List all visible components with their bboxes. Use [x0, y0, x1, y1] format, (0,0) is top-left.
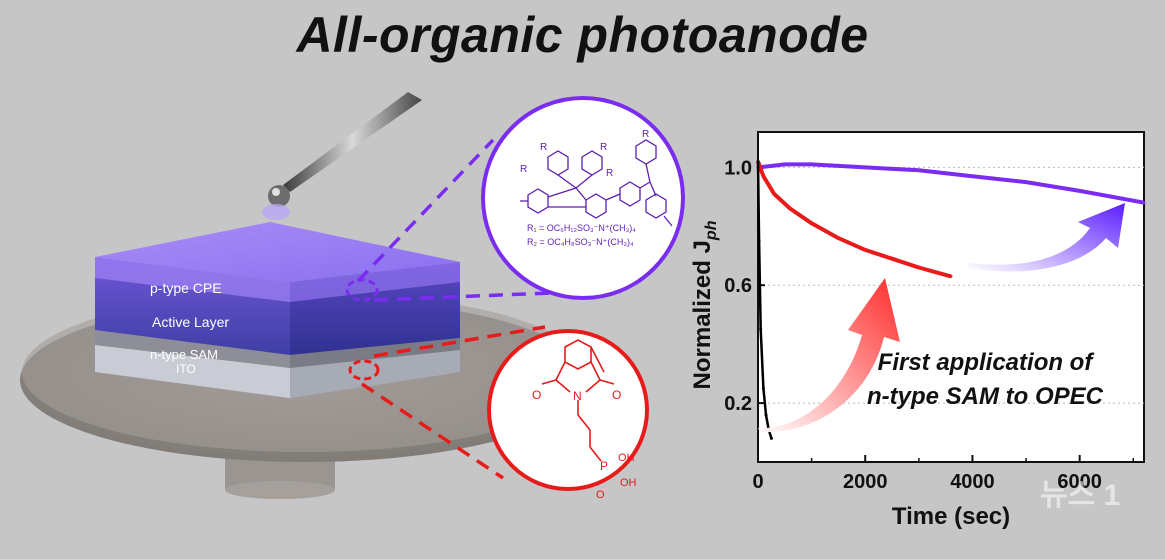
- series-point: [949, 274, 953, 278]
- sam-molecule: [541, 339, 615, 462]
- layer-stack: [95, 222, 460, 398]
- atom-o2: O: [612, 388, 621, 402]
- series-point: [769, 436, 773, 440]
- r2-definition: R₂ = OC₄H₈SO₃⁻N⁺(CH₃)₄: [527, 237, 634, 247]
- series-point: [1078, 189, 1082, 193]
- series-point: [863, 165, 867, 169]
- series-point: [761, 174, 765, 178]
- figure-title: All-organic photoanode: [296, 7, 869, 63]
- series-point: [757, 239, 761, 243]
- atom-o3: O: [596, 489, 605, 501]
- series-point: [810, 162, 814, 166]
- y-tick-label: 0.6: [724, 275, 752, 297]
- purple-zoom: [345, 96, 685, 302]
- series-point: [764, 413, 768, 417]
- r1-label-b: R: [600, 142, 607, 153]
- atom-p: P: [600, 459, 608, 473]
- r1-label-a: R: [540, 142, 547, 153]
- series-point: [970, 174, 974, 178]
- series-point: [917, 168, 921, 172]
- series-point: [761, 386, 765, 390]
- r1-label-d: R: [606, 168, 613, 179]
- series-line: [756, 160, 952, 279]
- label-p-type-cpe: p-type CPE: [150, 280, 222, 296]
- label-active-layer: Active Layer: [152, 314, 230, 330]
- watermark-logo: 뉴스 1: [1040, 479, 1121, 512]
- series-point: [890, 257, 894, 261]
- y-axis-label: Normalized Jph: [689, 220, 720, 389]
- series-point: [1024, 180, 1028, 184]
- y-tick-label: 0.2: [724, 393, 752, 415]
- purple-arrow: [968, 203, 1125, 272]
- y-tick-label: 1.0: [724, 157, 752, 179]
- x-tick-label: 4000: [950, 471, 995, 493]
- y-axis-label-subscript: ph: [703, 220, 720, 241]
- series-point: [836, 236, 840, 240]
- x-tick-label: 6000: [1057, 471, 1102, 493]
- r1-label-c: R: [520, 164, 527, 175]
- series-point: [783, 162, 787, 166]
- x-tick-label: 0: [752, 471, 763, 493]
- x-tick-label: 2000: [843, 471, 888, 493]
- label-n-type-sam: n-type SAM: [150, 347, 218, 362]
- series-point: [756, 159, 760, 163]
- atom-o1: O: [532, 388, 541, 402]
- r2-label: R: [642, 129, 649, 140]
- label-ito: ITO: [176, 362, 196, 376]
- series-point: [788, 207, 792, 211]
- atom-oh2: OH: [620, 477, 637, 489]
- series-point: [863, 248, 867, 252]
- annotation-text: First application of n-type SAM to OPEC: [835, 346, 1135, 414]
- r1-definition: R₁ = OC₆H₁₂SO₃⁻N⁺(CH₃)₄: [527, 223, 636, 233]
- annotation-line-1: First application of: [877, 349, 1093, 376]
- atom-n: N: [573, 389, 582, 403]
- pipette-icon: [262, 92, 422, 220]
- red-zoom: [348, 325, 649, 491]
- series-point: [917, 266, 921, 270]
- series-point: [1142, 201, 1146, 205]
- atom-oh1: OH: [618, 452, 635, 464]
- cpe-molecule: [520, 139, 673, 227]
- red-arrow: [758, 278, 900, 433]
- series-point: [810, 221, 814, 225]
- series-point: [759, 327, 763, 331]
- x-axis-label: Time (sec): [892, 503, 1010, 530]
- annotation-line-2: n-type SAM to OPEC: [866, 383, 1103, 410]
- series-point: [772, 192, 776, 196]
